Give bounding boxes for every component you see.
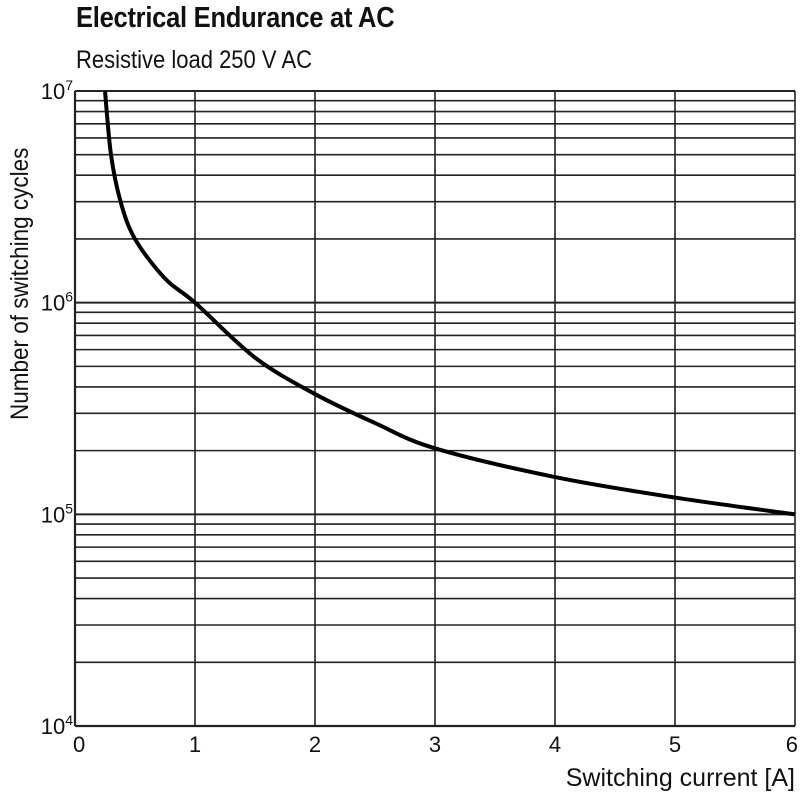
tick-exponent: 5 [65, 500, 73, 516]
x-tick-label: 5 [669, 732, 681, 757]
x-tick-label: 3 [429, 732, 441, 757]
x-tick-label: 0 [73, 732, 85, 757]
y-tick-label: 104 [41, 712, 73, 739]
chart-subtitle: Resistive load 250 V AC [76, 46, 313, 74]
tick-exponent: 7 [65, 77, 73, 93]
chart-title: Electrical Endurance at AC [76, 2, 395, 34]
x-tick-label: 1 [189, 732, 201, 757]
tick-base: 10 [41, 502, 65, 527]
tick-base: 10 [41, 714, 65, 739]
x-tick-label: 2 [309, 732, 321, 757]
tick-exponent: 6 [65, 289, 73, 305]
grid [73, 90, 796, 728]
y-tick-label: 107 [41, 77, 73, 104]
tick-exponent: 4 [65, 712, 73, 728]
y-axis-label: Number of switching cycles [6, 147, 34, 420]
x-axis-label: Switching current [A] [566, 764, 795, 792]
series-line [103, 90, 796, 517]
x-tick-label: 4 [549, 732, 561, 757]
x-tick-label: 6 [786, 732, 798, 757]
y-tick-label: 105 [41, 500, 73, 527]
tick-base: 10 [41, 79, 65, 104]
tick-base: 10 [41, 291, 65, 316]
y-tick-label: 106 [41, 289, 73, 316]
